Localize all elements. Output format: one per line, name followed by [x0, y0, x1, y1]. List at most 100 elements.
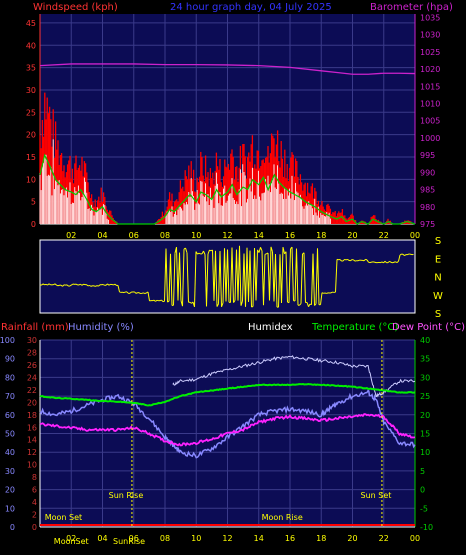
direction-segment	[291, 247, 294, 301]
direction-segment	[173, 253, 176, 306]
direction-segment	[42, 283, 45, 286]
y-tick-label-wind: 35	[26, 64, 36, 73]
x-tick-label: 22	[379, 534, 389, 543]
direction-segment	[95, 285, 98, 287]
direction-segment	[134, 291, 137, 294]
direction-segment	[380, 261, 383, 264]
y-tick-label-rainfall: 14	[27, 436, 37, 445]
direction-segment	[342, 259, 345, 262]
direction-segment	[407, 253, 410, 256]
x-tick-label: 16	[285, 534, 295, 543]
direction-segment	[261, 250, 264, 306]
y-tick-label-temperature: 5	[420, 467, 425, 476]
direction-segment	[182, 249, 185, 307]
direction-segment	[374, 261, 377, 264]
y-tick-label-temperature: -10	[420, 523, 433, 532]
direction-segment	[161, 299, 164, 303]
graph-title: 24 hour graph day, 04 July 2025	[170, 2, 332, 13]
y-tick-label-rainfall: 6	[32, 486, 37, 495]
direction-segment	[402, 253, 405, 257]
direction-segment	[381, 261, 384, 264]
direction-label: S	[435, 309, 441, 320]
direction-segment	[47, 283, 50, 286]
direction-segment	[45, 283, 48, 286]
direction-segment	[357, 259, 360, 262]
direction-segment	[113, 283, 116, 286]
direction-segment	[114, 283, 117, 286]
direction-label: E	[435, 254, 441, 265]
y-tick-label-wind: 10	[26, 175, 36, 184]
y-tick-label-rainfall: 20	[27, 398, 37, 407]
direction-segment	[239, 245, 242, 306]
dewpoint-series	[39, 413, 416, 447]
y-tick-label-rainfall: 4	[32, 498, 37, 507]
rainfall-axis-title: Rainfall (mm)	[1, 322, 69, 333]
y-tick-label-rainfall: 18	[27, 411, 37, 420]
y-tick-label-temperature: 15	[420, 430, 430, 439]
direction-segment	[203, 250, 206, 255]
humidex-series-line	[172, 355, 416, 398]
direction-segment	[350, 259, 353, 262]
direction-segment	[321, 292, 324, 294]
y-tick-label-rainfall: 0	[32, 523, 37, 532]
y-tick-label-barometer: 975	[420, 220, 435, 229]
direction-segment	[312, 253, 315, 306]
humidity-axis-title: Humidity (%)	[68, 322, 134, 333]
x-tick-label: 00	[410, 534, 420, 543]
y-tick-label-humidity: 80	[5, 373, 15, 382]
direction-segment	[170, 253, 173, 306]
y-tick-label-humidity: 40	[5, 448, 15, 457]
x-tick-label: 18	[316, 231, 326, 240]
direction-segment	[60, 284, 63, 287]
direction-segment	[93, 285, 96, 287]
direction-segment	[246, 247, 249, 302]
direction-segment	[219, 251, 222, 307]
direction-segment	[227, 249, 230, 303]
direction-segment	[288, 248, 291, 303]
y-tick-label-barometer: 1030	[420, 31, 440, 40]
event-axis-label: SunRise	[113, 537, 145, 546]
event-annotation: Sun Rise	[109, 491, 144, 500]
direction-segment	[303, 252, 306, 303]
x-tick-label: 12	[222, 534, 232, 543]
direction-segment	[296, 248, 299, 306]
y-tick-label-barometer: 995	[420, 151, 435, 160]
direction-segment	[240, 300, 243, 306]
direction-segment	[147, 291, 150, 301]
direction-segment	[206, 253, 209, 307]
x-tick-label: 08	[160, 534, 170, 543]
direction-segment	[366, 259, 369, 263]
direction-segment	[299, 303, 302, 306]
y-tick-label-barometer: 980	[420, 203, 435, 212]
y-tick-label-barometer: 990	[420, 168, 435, 177]
direction-segment	[221, 302, 224, 307]
y-tick-label-temperature: 25	[420, 392, 430, 401]
direction-segment	[48, 283, 51, 286]
direction-segment	[363, 259, 366, 262]
direction-segment	[185, 247, 188, 253]
direction-segment	[281, 247, 284, 304]
direction-label: N	[434, 273, 441, 284]
x-tick-label: 02	[66, 231, 76, 240]
direction-segment	[314, 303, 317, 306]
direction-segment	[108, 283, 111, 286]
direction-segment	[126, 291, 129, 294]
direction-segment	[62, 284, 65, 287]
y-tick-label-humidity: 70	[5, 392, 15, 401]
direction-segment	[98, 284, 101, 287]
y-tick-label-wind: 30	[26, 86, 36, 95]
dewpoint-axis-title: Dew Point (°C)	[392, 322, 465, 333]
direction-segment	[339, 259, 342, 262]
direction-segment	[167, 300, 170, 303]
y-tick-label-rainfall: 30	[27, 336, 37, 345]
y-tick-label-barometer: 1015	[420, 82, 440, 91]
direction-segment	[179, 252, 182, 301]
direction-label: W	[433, 291, 443, 302]
y-tick-label-humidity: 20	[5, 486, 15, 495]
y-tick-label-wind: 20	[26, 131, 36, 140]
y-tick-label-wind: 5	[31, 198, 36, 207]
direction-segment	[254, 248, 257, 301]
direction-segment	[404, 254, 407, 257]
x-tick-label: 22	[379, 231, 389, 240]
